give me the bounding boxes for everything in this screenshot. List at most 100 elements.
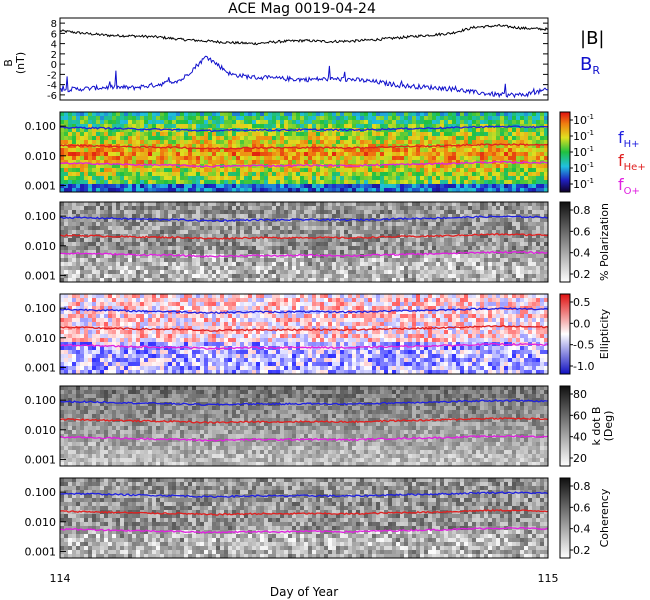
spectrum-cell	[392, 132, 397, 137]
spectrum-cell	[248, 234, 253, 239]
spectrum-cell	[484, 156, 489, 161]
spectrum-cell	[516, 274, 521, 279]
spectrum-cell	[204, 222, 209, 227]
spectrum-cell	[136, 116, 141, 121]
spectrum-cell	[156, 262, 161, 267]
spectrum-cell	[332, 184, 337, 189]
spectrum-cell	[416, 136, 421, 141]
spectrum-cell	[404, 152, 409, 157]
spectrum-cell	[424, 258, 429, 263]
spectrum-cell	[496, 120, 501, 125]
spectrum-cell	[456, 164, 461, 169]
spectrum-cell	[512, 266, 517, 271]
spectrum-cell	[356, 222, 361, 227]
spectrum-cell	[484, 230, 489, 235]
spectrum-cell	[212, 180, 217, 185]
spectrum-cell	[416, 164, 421, 169]
spectrum-cell	[224, 230, 229, 235]
spectrum-cell	[360, 160, 365, 165]
spectrum-cell	[372, 238, 377, 243]
spectrum-cell	[188, 176, 193, 181]
spectrum-cell	[76, 164, 81, 169]
spectrum-cell	[424, 230, 429, 235]
spectrum-cell	[180, 124, 185, 129]
spectrum-cell	[64, 152, 69, 157]
spectrum-cell	[416, 234, 421, 239]
spectrum-cell	[60, 330, 65, 335]
spectrum-cell	[256, 112, 261, 117]
spectrum-cell	[160, 206, 165, 211]
spectrum-cell	[244, 136, 249, 141]
spectrum-cell	[132, 266, 137, 271]
spectrum-cell	[212, 144, 217, 149]
spectrum-cell	[404, 266, 409, 271]
spectrum-cell	[480, 270, 485, 275]
spectrum-cell	[92, 274, 97, 279]
spectrum-cell	[448, 214, 453, 219]
spectrum-cell	[472, 226, 477, 231]
spectrum-cell	[428, 266, 433, 271]
spectrum-cell	[328, 164, 333, 169]
spectrum-cell	[444, 254, 449, 259]
spectrum-cell	[344, 258, 349, 263]
spectrum-cell	[64, 120, 69, 125]
spectrum-cell	[464, 144, 469, 149]
spectrum-cell	[64, 250, 69, 255]
spectrum-cell	[128, 202, 133, 207]
spectrum-cell	[244, 270, 249, 275]
spectrum-cell	[272, 242, 277, 247]
spectrum-cell	[92, 164, 97, 169]
spectrum-cell	[440, 246, 445, 251]
spectrum-cell	[460, 222, 465, 227]
spectrum-cell	[388, 120, 393, 125]
spectrum-cell	[344, 270, 349, 275]
spectrum-cell	[336, 156, 341, 161]
spectrum-cell	[516, 226, 521, 231]
spectrum-cell	[212, 168, 217, 173]
spectrum-cell	[456, 188, 461, 193]
spectrum-cell	[256, 144, 261, 149]
spectrum-cell	[520, 144, 525, 149]
spectrum-cell	[324, 172, 329, 177]
spectrum-cell	[144, 172, 149, 177]
spectrum-cell	[280, 116, 285, 121]
spectrum-cell	[504, 176, 509, 181]
spectrum-cell	[432, 156, 437, 161]
spectrum-cell	[452, 120, 457, 125]
spectrum-cell	[372, 274, 377, 279]
spectrum-cell	[332, 250, 337, 255]
spectrum-cell	[372, 210, 377, 215]
spectrum-cell	[284, 156, 289, 161]
spectrum-cell	[540, 184, 545, 189]
spectrum-cell	[320, 156, 325, 161]
spectrum-cell	[188, 246, 193, 251]
spectrum-cell	[520, 136, 525, 141]
spectrum-cell	[240, 136, 245, 141]
spectrum-cell	[200, 270, 205, 275]
spectrum-cell	[272, 278, 277, 283]
spectrum-cell	[352, 214, 357, 219]
spectrum-cell	[352, 188, 357, 193]
spectrum-cell	[356, 238, 361, 243]
spectrum-cell	[440, 132, 445, 137]
spectrum-cell	[216, 278, 221, 283]
spectrum-cell	[284, 116, 289, 121]
spectrum-cell	[468, 140, 473, 145]
spectrum-cell	[408, 160, 413, 165]
spectrum-cell	[152, 172, 157, 177]
spectrum-cell	[104, 188, 109, 193]
spectrum-cell	[132, 226, 137, 231]
spectrum-cell	[188, 214, 193, 219]
spectrum-cell	[460, 226, 465, 231]
spectrum-cell	[380, 124, 385, 129]
spectrum-cell	[304, 168, 309, 173]
spectrum-cell	[532, 156, 537, 161]
spectrum-cell	[384, 152, 389, 157]
spectrum-cell	[84, 140, 89, 145]
spectrum-cell	[320, 168, 325, 173]
spectrum-cell	[116, 242, 121, 247]
spectrum-cell	[320, 246, 325, 251]
spectrum-cell	[124, 120, 129, 125]
spectrum-cell	[80, 258, 85, 263]
spectrum-cell	[416, 124, 421, 129]
